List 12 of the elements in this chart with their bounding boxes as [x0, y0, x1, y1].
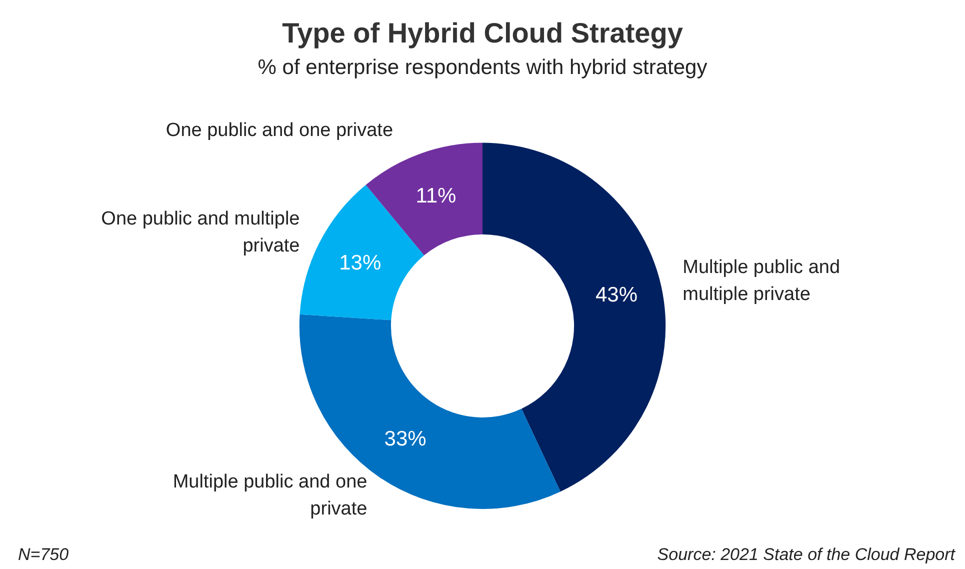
source-note: Source: 2021 State of the Cloud Report: [657, 545, 956, 564]
data-label: 13%: [339, 251, 382, 274]
data-label: 43%: [596, 284, 638, 307]
data-label: 11%: [416, 184, 456, 208]
slice-label: Multiple public and one private: [172, 471, 368, 520]
slice-label: Multiple public and multiple private: [682, 256, 840, 305]
slice-label: One public and one private: [166, 120, 394, 142]
data-label: 33%: [384, 427, 426, 450]
chart-title: Type of Hybrid Cloud Strategy: [282, 18, 684, 49]
chart-subtitle: % of enterprise respondents with hybrid strategy: [258, 56, 708, 79]
text: N=750: [18, 545, 70, 564]
slice-label: One public and multiple private: [101, 208, 300, 257]
